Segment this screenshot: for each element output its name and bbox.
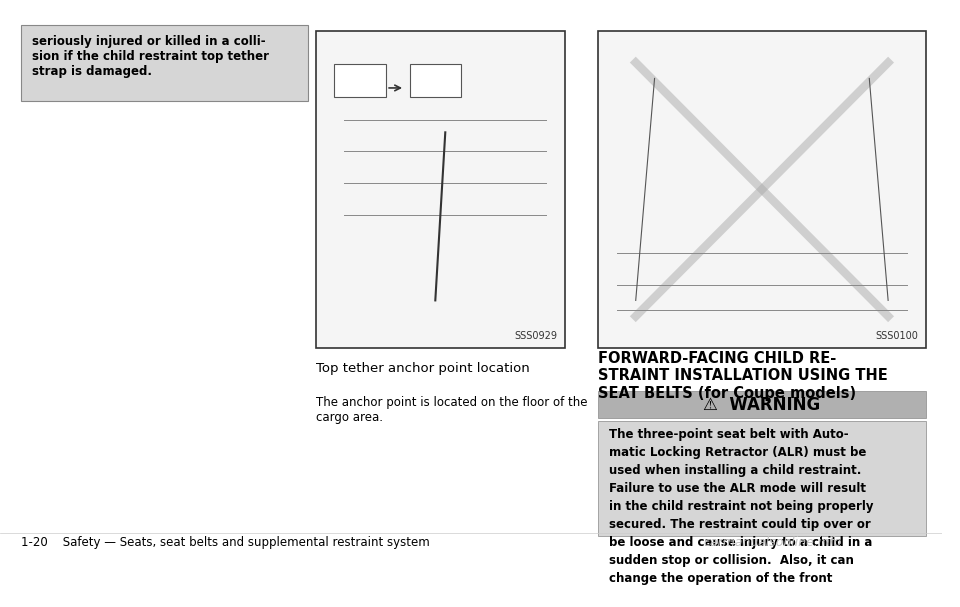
Text: carmanualsonline.info: carmanualsonline.info [703, 536, 841, 549]
FancyBboxPatch shape [598, 31, 925, 348]
Text: Top tether anchor point location: Top tether anchor point location [316, 362, 529, 375]
FancyBboxPatch shape [334, 64, 386, 98]
FancyBboxPatch shape [598, 421, 925, 536]
Text: The anchor point is located on the floor of the
cargo area.: The anchor point is located on the floor… [316, 396, 587, 424]
FancyBboxPatch shape [316, 31, 565, 348]
Text: FORWARD-FACING CHILD RE-
STRAINT INSTALLATION USING THE
SEAT BELTS (for Coupe mo: FORWARD-FACING CHILD RE- STRAINT INSTALL… [598, 351, 888, 401]
Text: The three-point seat belt with Auto-
matic Locking Retractor (ALR) must be
used : The three-point seat belt with Auto- mat… [610, 428, 874, 585]
Text: seriously injured or killed in a colli-
sion if the child restraint top tether
s: seriously injured or killed in a colli- … [32, 35, 269, 78]
FancyBboxPatch shape [21, 25, 308, 101]
Text: SSS0100: SSS0100 [876, 331, 919, 341]
Text: 1-20    Safety — Seats, seat belts and supplemental restraint system: 1-20 Safety — Seats, seat belts and supp… [21, 536, 429, 549]
Text: ⚠  WARNING: ⚠ WARNING [704, 396, 821, 413]
FancyBboxPatch shape [598, 391, 925, 418]
FancyBboxPatch shape [410, 64, 462, 98]
Text: SSS0929: SSS0929 [515, 331, 558, 341]
